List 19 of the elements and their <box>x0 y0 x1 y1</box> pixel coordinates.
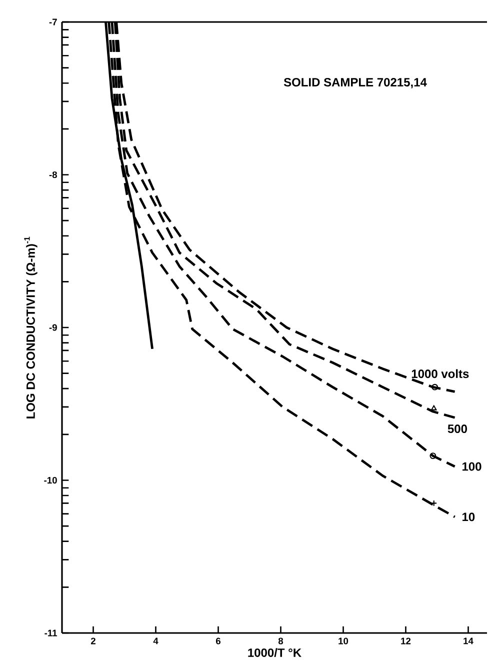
x-tick-label: 8 <box>278 638 284 644</box>
series-label: 1000 volts <box>412 369 469 378</box>
annotation: SOLID SAMPLE 70215,14 <box>284 78 427 88</box>
y-tick-label: -10 <box>44 476 57 484</box>
y-tick-label: -11 <box>44 630 58 636</box>
x-tick-label: 14 <box>464 638 474 644</box>
series-label: 10 <box>462 512 475 522</box>
series-label: 500 <box>448 424 467 434</box>
x-tick-label: 2 <box>90 638 96 644</box>
x-tick-label: 6 <box>216 638 220 644</box>
x-tick-label: 4 <box>153 638 158 644</box>
y-axis-title: LOG DC CONDUCTIVITY (Ω-m)$^{-1}$ <box>24 236 38 418</box>
y-tick-label: -7 <box>49 18 57 26</box>
y-tick-label: -8 <box>49 171 57 178</box>
x-tick-label: 10 <box>338 638 348 644</box>
series-label: 100 <box>462 462 482 471</box>
y-tick-label: -9 <box>49 324 57 331</box>
x-axis-title: 1000/T °K <box>248 648 302 658</box>
x-tick-label: 12 <box>401 638 411 644</box>
